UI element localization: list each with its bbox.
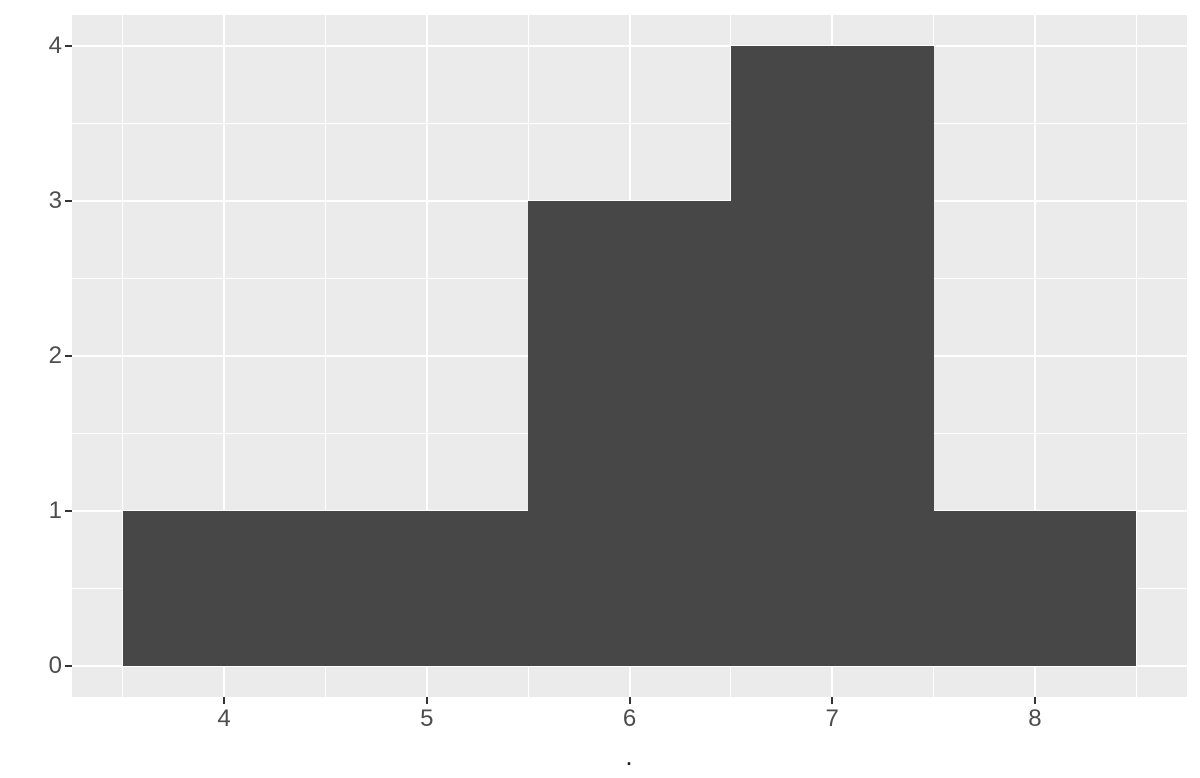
x-axis-tick-label: 5 [420,705,434,732]
y-axis-tick-mark [65,355,72,357]
y-axis-tick-mark [65,200,72,202]
histogram-bar [325,511,529,666]
y-axis-tick-mark [65,45,72,47]
x-axis-tick-label: 6 [622,705,637,732]
x-axis-tick-mark [628,697,631,704]
x-axis-tick-mark [425,697,428,704]
histogram-bar [528,201,731,666]
histogram-bar [122,511,326,666]
y-axis-tick-label: 1 [48,497,62,524]
major-gridline-horizontal [72,665,1187,667]
y-axis-tick-label: 4 [48,32,62,59]
histogram-bar [730,46,934,666]
y-axis-tick-mark [65,510,72,512]
x-axis-tick-mark [223,697,226,704]
plot-panel [72,15,1187,697]
x-axis-tick-label: 4 [217,705,231,732]
x-axis-title: . [625,741,633,771]
y-axis-tick-label: 0 [48,652,62,679]
x-axis-tick-label: 7 [825,705,839,732]
x-axis-tick-mark [1033,697,1036,704]
y-axis-tick-label: 2 [48,342,62,369]
y-axis-tick-label: 3 [48,187,62,214]
y-axis-tick-mark [65,665,72,667]
histogram-bar [933,511,1137,666]
major-gridline-horizontal [72,45,1187,47]
x-axis-tick-mark [831,697,834,704]
x-axis-tick-label: 8 [1028,705,1042,732]
